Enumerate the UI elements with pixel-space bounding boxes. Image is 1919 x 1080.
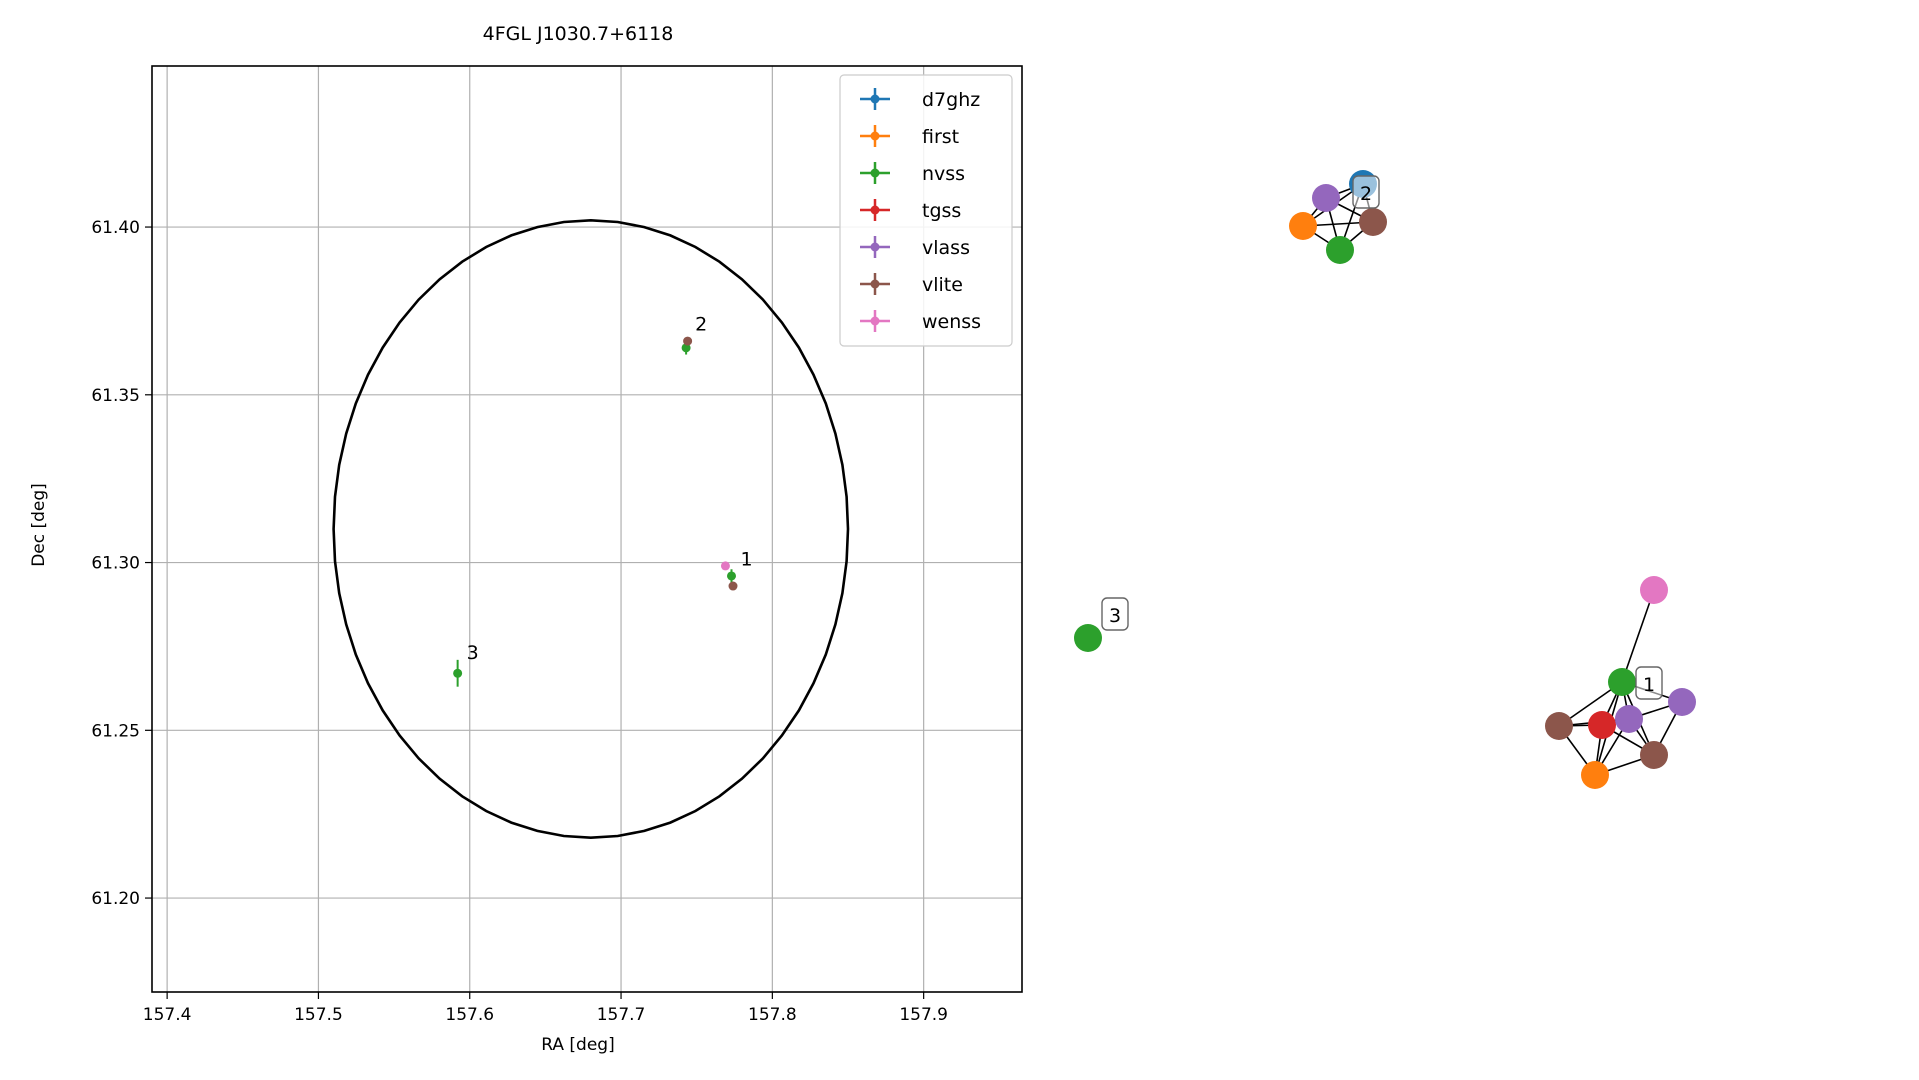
point-annotation-2: 2 (695, 313, 707, 335)
data-point-wenss (720, 561, 730, 571)
data-points (453, 336, 738, 687)
x-tick-label: 157.5 (294, 1005, 343, 1025)
legend-label: wenss (922, 311, 981, 333)
x-tick-label: 157.7 (597, 1005, 646, 1025)
cluster-label-box (1352, 175, 1380, 209)
ellipse-outline (332, 218, 850, 840)
graph-node-vlite (1640, 741, 1668, 769)
y-tick-label: 61.30 (91, 554, 140, 574)
legend-marker (870, 279, 880, 289)
legend-label: tgss (922, 200, 961, 222)
y-tick-label: 61.40 (91, 218, 140, 238)
chart-title: 4FGL J1030.7+6118 (483, 23, 674, 45)
localization-ellipse (332, 218, 850, 840)
graph-edge (1621, 589, 1655, 683)
cluster-label-box (1635, 666, 1663, 700)
legend-label: vlite (922, 274, 963, 296)
cluster-label-3: 3 (1101, 597, 1129, 631)
graph-node-first (1581, 761, 1609, 789)
legend-marker (870, 94, 880, 104)
marker (683, 336, 693, 346)
x-tick-label: 157.4 (143, 1005, 192, 1025)
legend-entry-tgss: tgss (860, 199, 961, 222)
data-point-vlite (683, 336, 693, 346)
graph-node-wenss (1640, 576, 1668, 604)
legend-marker (870, 205, 880, 215)
cluster-label-text: 3 (1109, 605, 1121, 627)
cluster-label-text: 2 (1360, 183, 1372, 205)
data-point-nvss (726, 569, 736, 583)
point-annotation-1: 1 (741, 548, 753, 570)
axes-frame (151, 65, 1023, 993)
data-point-vlite (728, 581, 738, 591)
graph-node-nvss (1326, 236, 1354, 264)
legend: d7ghz first nvss tgss vlass vlite wenss (839, 74, 1013, 347)
cluster-label-box (1101, 597, 1129, 631)
crossmatch-network-graph: 1 2 3 (1074, 170, 1696, 789)
legend-marker (870, 316, 880, 326)
graph-node-tgss (1588, 711, 1616, 739)
y-axis-label: Dec [deg] (29, 483, 49, 567)
x-tick-label: 157.6 (445, 1005, 494, 1025)
graph-node-vlass (1615, 705, 1643, 733)
legend-entry-first: first (860, 125, 959, 148)
cluster-label-2: 2 (1352, 175, 1380, 209)
marker (681, 343, 691, 353)
x-axis-label: RA [deg] (541, 1035, 614, 1055)
cluster-labels: 1 2 3 (1101, 175, 1663, 700)
x-tick-label: 157.9 (899, 1005, 948, 1025)
graph-node-vlite (1359, 208, 1387, 236)
legend-entry-d7ghz: d7ghz (860, 88, 980, 111)
graph-node-vlite (1545, 712, 1573, 740)
legend-entry-nvss: nvss (860, 162, 965, 185)
legend-marker (870, 168, 880, 178)
graph-node-vlass (1668, 688, 1696, 716)
legend-entry-vlite: vlite (860, 273, 963, 296)
data-point-nvss (681, 341, 691, 355)
graph-node-vlass (1312, 184, 1340, 212)
point-annotations: 1 2 3 (467, 313, 753, 664)
legend-box (839, 74, 1013, 347)
graph-node-nvss (1608, 668, 1636, 696)
y-tick-label: 61.25 (91, 721, 140, 741)
legend-label: vlass (922, 237, 970, 259)
marker (726, 571, 736, 581)
radio-source-scatter-plot: 4FGL J1030.7+6118 123 157.4 157.5 157.6 157… (29, 23, 1023, 1055)
x-ticks: 157.4 157.5 157.6 157.7 157.8 157.9 (143, 992, 948, 1025)
y-tick-label: 61.20 (91, 889, 140, 909)
marker (453, 668, 463, 678)
graph-node-first (1289, 212, 1317, 240)
legend-entry-wenss: wenss (860, 310, 981, 333)
y-ticks: 61.20 61.25 61.30 61.35 61.40 (91, 218, 152, 909)
legend-entry-vlass: vlass (860, 236, 970, 259)
cluster-label-text: 1 (1643, 674, 1655, 696)
legend-label: first (922, 126, 959, 148)
point-annotation-3: 3 (467, 642, 479, 664)
y-tick-label: 61.35 (91, 386, 140, 406)
legend-label: d7ghz (922, 89, 980, 111)
marker (720, 561, 730, 571)
legend-label: nvss (922, 163, 965, 185)
graph-node-nvss (1074, 624, 1102, 652)
legend-marker (870, 242, 880, 252)
data-point-nvss (453, 659, 463, 687)
marker (728, 581, 738, 591)
legend-marker (870, 131, 880, 141)
cluster-label-1: 1 (1635, 666, 1663, 700)
x-tick-label: 157.8 (748, 1005, 797, 1025)
